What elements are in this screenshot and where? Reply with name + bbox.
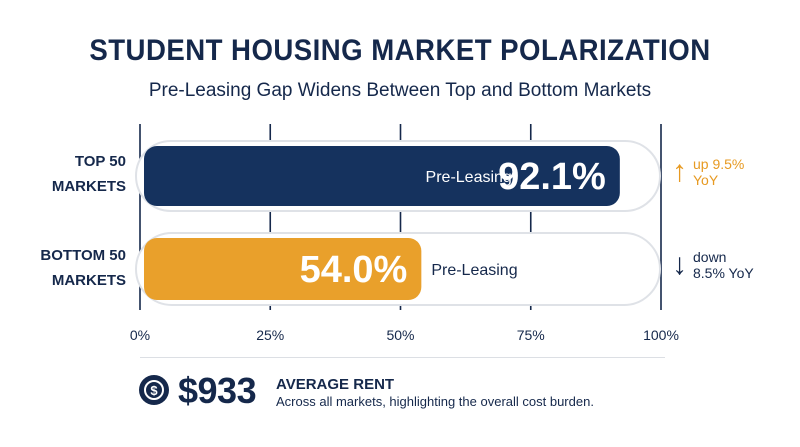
rent-description: Across all markets, highlighting the ove… — [276, 394, 594, 409]
divider — [140, 357, 665, 358]
trend-bottom-line2: 8.5% YoY — [693, 265, 754, 281]
category-label: BOTTOM 50 — [40, 247, 126, 264]
data-label: 54.0% — [300, 249, 408, 291]
rent-title: AVERAGE RENT — [276, 376, 395, 393]
trend-top-line2: YoY — [693, 172, 719, 188]
data-label: 92.1% — [498, 156, 606, 198]
x-tick-label: 0% — [130, 327, 150, 343]
trend-bottom-line1: down — [693, 249, 727, 265]
category-label: MARKETS — [52, 272, 126, 289]
trend-top-50: ↑ up 9.5% YoY — [672, 156, 744, 188]
bar-series-label: Pre-Leasing — [431, 262, 517, 279]
category-label: TOP 50 — [75, 153, 126, 170]
dollar-circle-icon: $ — [139, 375, 169, 405]
x-tick-label: 25% — [256, 327, 284, 343]
x-tick-label: 100% — [643, 327, 679, 343]
trend-bottom-50: ↓ down 8.5% YoY — [672, 249, 754, 281]
arrow-up-icon: ↑ — [672, 155, 687, 188]
x-tick-label: 50% — [386, 327, 414, 343]
rent-value: $933 — [178, 370, 257, 411]
chart-title: STUDENT HOUSING MARKET POLARIZATION — [89, 34, 711, 67]
bar — [144, 238, 422, 300]
chart-subtitle: Pre-Leasing Gap Widens Between Top and B… — [148, 80, 652, 101]
x-tick-label: 75% — [517, 327, 545, 343]
bar — [144, 146, 620, 206]
bar-series-label: Pre-Leasing — [426, 169, 512, 186]
category-label: MARKETS — [52, 178, 126, 195]
trend-top-line1: up 9.5% — [693, 156, 745, 172]
arrow-down-icon: ↓ — [672, 248, 687, 281]
